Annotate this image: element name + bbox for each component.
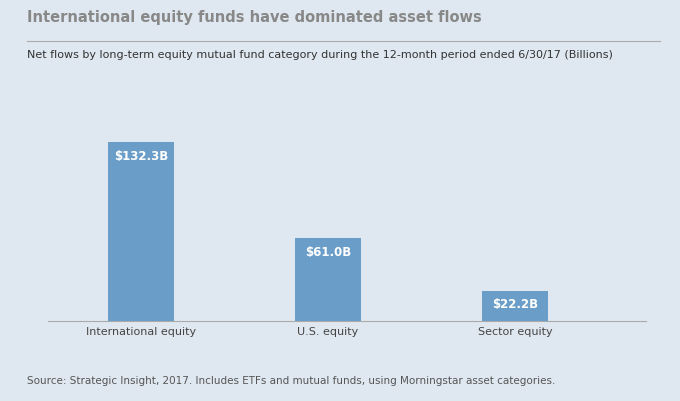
Bar [295,239,361,321]
Text: $22.2B: $22.2B [492,298,538,311]
Text: $132.3B: $132.3B [114,150,168,162]
Text: International equity funds have dominated asset flows: International equity funds have dominate… [27,10,482,25]
Text: $61.0B: $61.0B [305,245,352,258]
Text: Source: Strategic Insight, 2017. Includes ETFs and mutual funds, using Morningst: Source: Strategic Insight, 2017. Include… [27,375,556,385]
Text: Net flows by long-term equity mutual fund category during the 12-month period en: Net flows by long-term equity mutual fun… [27,50,613,60]
Bar [108,143,174,321]
Bar [482,291,548,321]
